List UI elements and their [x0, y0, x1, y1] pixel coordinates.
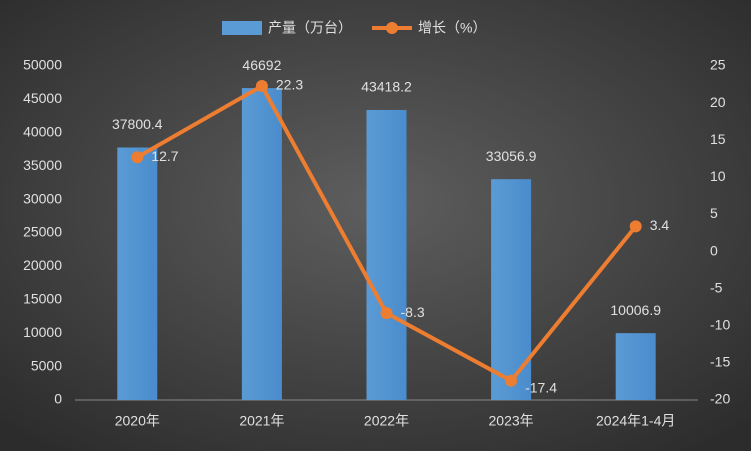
line-point	[629, 220, 642, 233]
y-tick-label: 10000	[23, 324, 62, 340]
x-tick-label: 2022年	[364, 413, 409, 429]
y-tick-label: 35000	[23, 157, 62, 173]
x-tick-label: 2023年	[489, 413, 534, 429]
y2-tick-label: 25	[710, 57, 726, 73]
bar-value-label: 46692	[242, 57, 281, 73]
y-tick-label: 15000	[23, 291, 62, 307]
y2-tick-label: -20	[710, 391, 730, 407]
legend-swatch	[386, 22, 398, 34]
y-tick-label: 25000	[23, 224, 62, 240]
line-value-label: -17.4	[525, 379, 557, 395]
y-tick-label: 50000	[23, 57, 62, 73]
bar-value-label: 33056.9	[486, 148, 537, 164]
bar	[241, 88, 282, 400]
y-tick-label: 5000	[31, 357, 62, 373]
x-tick-label: 2020年	[115, 413, 160, 429]
line-point	[255, 80, 268, 93]
bar	[117, 147, 158, 400]
x-tick-label: 2024年1-4月	[596, 413, 675, 429]
legend-label: 增长（%）	[418, 20, 486, 36]
y2-tick-label: 10	[710, 168, 726, 184]
y2-tick-label: 5	[710, 205, 718, 221]
y-tick-label: 0	[54, 391, 62, 407]
bar	[491, 179, 532, 400]
y-tick-label: 40000	[23, 124, 62, 140]
y-tick-label: 30000	[23, 190, 62, 206]
y-tick-label: 20000	[23, 257, 62, 273]
y2-tick-label: 15	[710, 131, 726, 147]
y-tick-label: 45000	[23, 90, 62, 106]
x-tick-label: 2021年	[239, 413, 284, 429]
line-value-label: 12.7	[151, 148, 178, 164]
line-value-label: 22.3	[276, 77, 303, 93]
legend-swatch	[222, 21, 262, 35]
y2-tick-label: 0	[710, 242, 718, 258]
line-point	[505, 374, 518, 387]
legend-label: 产量（万台）	[268, 20, 352, 36]
bar	[615, 333, 656, 400]
line-point	[131, 151, 144, 164]
y2-tick-label: 20	[710, 94, 726, 110]
y2-tick-label: -10	[710, 316, 730, 332]
line-value-label: -8.3	[401, 304, 425, 320]
y2-tick-label: -5	[710, 279, 723, 295]
line-value-label: 3.4	[650, 217, 670, 233]
bar-value-label: 37800.4	[112, 116, 163, 132]
bar-value-label: 10006.9	[610, 302, 661, 318]
y2-tick-label: -15	[710, 354, 730, 370]
bar-value-label: 43418.2	[361, 79, 412, 95]
bar	[366, 109, 407, 400]
line-point	[380, 307, 393, 320]
